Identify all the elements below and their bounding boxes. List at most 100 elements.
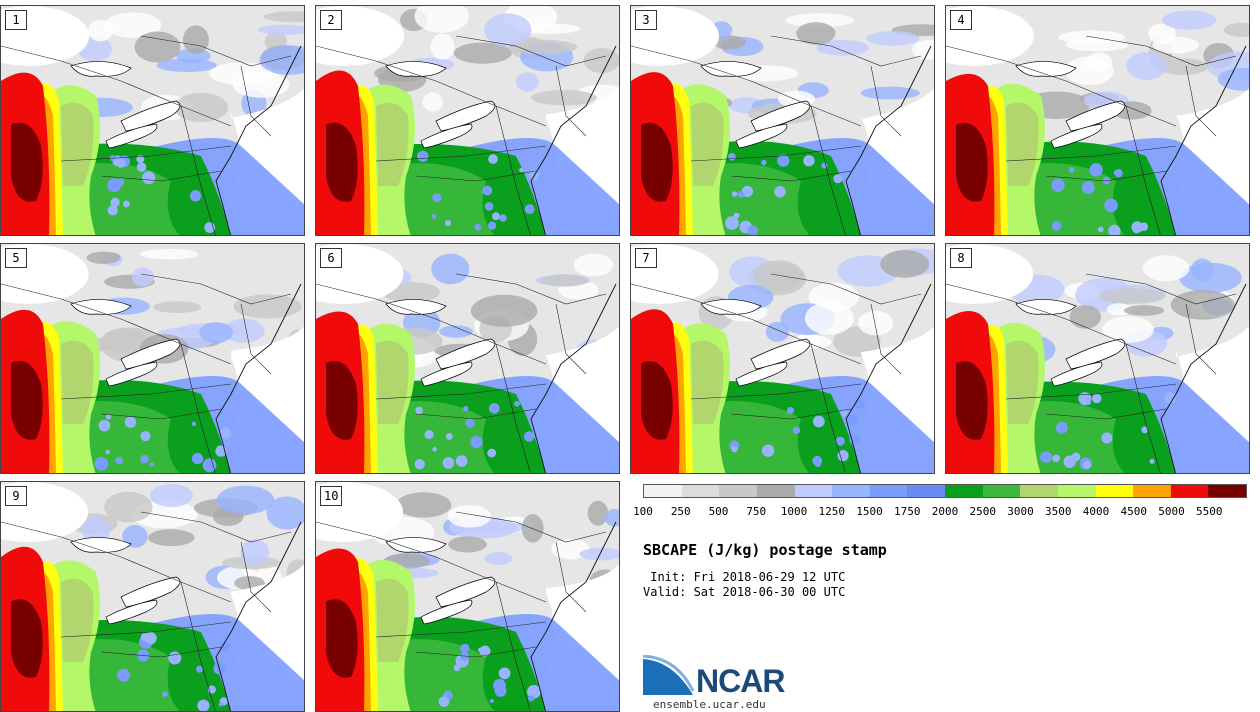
sbcape-map	[1, 6, 304, 235]
cape-field	[61, 578, 94, 662]
cape-field	[142, 171, 156, 185]
cape-field	[376, 578, 409, 662]
colorbar-swatch	[794, 485, 833, 497]
cape-field	[803, 155, 815, 167]
cape-field	[728, 152, 736, 161]
cape-field	[474, 223, 482, 231]
lake-outline	[385, 537, 447, 553]
border-lines	[946, 273, 1237, 473]
lake-outline	[105, 361, 158, 387]
border-lines	[1, 35, 292, 235]
colorbar-tick-label: 4000	[1082, 505, 1110, 518]
cape-field	[1223, 22, 1249, 37]
cape-field	[465, 418, 475, 428]
cape-field	[854, 399, 865, 410]
cape-field	[453, 664, 461, 672]
cape-field	[124, 416, 137, 428]
border-lines	[631, 273, 922, 473]
cape-field	[122, 200, 130, 208]
panel-label: 8	[950, 248, 972, 268]
cape-field	[182, 25, 209, 55]
cape-field	[61, 102, 94, 186]
colorbar-swatch	[756, 485, 795, 497]
colorbar-ticks: 100 250 500 750 1000 1250 1500 1750 2000 2500 3000…	[633, 505, 1247, 519]
cape-field	[1089, 163, 1103, 177]
cape-field	[1162, 10, 1217, 30]
cape-field	[880, 249, 930, 278]
cape-field	[1179, 262, 1242, 293]
cape-field	[61, 340, 94, 424]
cape-field	[415, 406, 423, 415]
cape-field	[1069, 305, 1102, 329]
panel-2: 2	[315, 5, 620, 236]
cape-field	[444, 219, 452, 227]
cape-field	[144, 632, 157, 645]
cape-field	[376, 102, 409, 186]
cape-field	[487, 221, 497, 230]
cape-field	[136, 155, 145, 164]
cape-field	[431, 253, 470, 285]
cape-field	[136, 162, 147, 172]
cape-field	[1068, 167, 1075, 173]
cape-field	[1142, 255, 1190, 282]
site-url: ensemble.ucar.edu	[653, 698, 766, 711]
coastline	[845, 283, 932, 473]
panel-label: 3	[635, 10, 657, 30]
lake-outline	[1050, 123, 1103, 149]
cape-field	[541, 274, 588, 287]
cape-field	[386, 401, 495, 473]
panel-label: 4	[950, 10, 972, 30]
cape-field	[1063, 455, 1076, 468]
coastline	[530, 521, 617, 711]
cape-field	[470, 294, 538, 327]
cape-field	[1084, 52, 1113, 72]
cape-field	[107, 205, 118, 216]
cape-field	[396, 492, 452, 518]
cape-field	[453, 42, 512, 64]
cape-field	[1141, 426, 1149, 434]
cape-field	[98, 419, 111, 432]
cape-field	[583, 47, 619, 74]
cape-field	[153, 301, 202, 313]
lake-outline	[700, 299, 762, 315]
colorbar-swatch	[1170, 485, 1209, 497]
cape-field	[777, 154, 790, 167]
cape-field	[1082, 460, 1091, 469]
cape-field	[81, 516, 111, 543]
colorbar-swatch	[869, 485, 908, 497]
cape-field	[774, 185, 786, 198]
lake-outline	[700, 61, 762, 77]
cape-field	[122, 525, 148, 548]
cape-field	[488, 403, 500, 414]
cape-field	[115, 456, 123, 465]
cape-field	[579, 547, 619, 561]
sbcape-map	[1, 244, 304, 473]
cape-field	[191, 453, 204, 465]
cape-field	[1217, 67, 1249, 91]
cape-field	[1108, 224, 1121, 235]
colorbar-swatch	[1133, 485, 1171, 497]
colorbar-swatch	[1095, 485, 1134, 497]
cape-field	[460, 643, 470, 653]
cape-field	[105, 449, 110, 455]
cape-field	[432, 447, 437, 452]
cape-field	[1164, 391, 1177, 404]
lake-outline	[420, 123, 473, 149]
cape-field	[442, 457, 455, 469]
coastline	[845, 45, 932, 235]
cape-field	[1113, 170, 1119, 176]
cape-field	[1148, 23, 1176, 45]
cape-field	[482, 185, 493, 196]
panel-6: 6	[315, 243, 620, 474]
cape-field	[484, 13, 532, 47]
cape-field	[785, 13, 855, 28]
panel-label: 2	[320, 10, 342, 30]
cape-field	[691, 340, 724, 424]
cape-field	[326, 599, 358, 678]
colorbar-tick-label: 1250	[818, 505, 846, 518]
panel-label: 6	[320, 248, 342, 268]
sbcape-map	[316, 482, 619, 711]
cape-field	[196, 665, 203, 673]
cape-field	[216, 485, 275, 515]
cape-field	[488, 154, 498, 164]
